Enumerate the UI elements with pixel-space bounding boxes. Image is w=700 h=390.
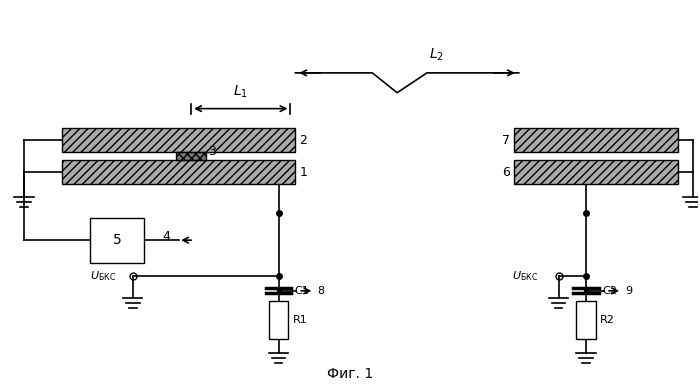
Bar <box>514 128 678 152</box>
Text: 2: 2 <box>300 134 307 147</box>
Bar <box>62 128 295 152</box>
Bar <box>90 218 144 262</box>
Text: C1: C1 <box>295 286 309 296</box>
Text: Фиг. 1: Фиг. 1 <box>327 367 373 381</box>
Text: 9: 9 <box>625 286 632 296</box>
Bar <box>176 152 206 160</box>
Text: C2: C2 <box>602 286 617 296</box>
Text: $L_2$: $L_2$ <box>429 46 444 63</box>
Text: R1: R1 <box>293 315 307 325</box>
Text: R2: R2 <box>600 315 615 325</box>
Text: 1: 1 <box>300 166 307 179</box>
Bar <box>62 160 295 184</box>
Text: 6: 6 <box>502 166 510 179</box>
Text: $U_{\rm БКС}$: $U_{\rm БКС}$ <box>90 269 116 283</box>
Text: $U_{\rm БКС}$: $U_{\rm БКС}$ <box>512 269 538 283</box>
Text: $L_1$: $L_1$ <box>233 83 248 100</box>
Text: 3: 3 <box>208 145 216 158</box>
Text: 8: 8 <box>317 286 324 296</box>
Bar <box>269 301 288 339</box>
Bar <box>576 301 596 339</box>
Text: 7: 7 <box>502 134 510 147</box>
Bar <box>514 160 678 184</box>
Text: 5: 5 <box>113 233 122 247</box>
Text: 4: 4 <box>162 230 170 243</box>
